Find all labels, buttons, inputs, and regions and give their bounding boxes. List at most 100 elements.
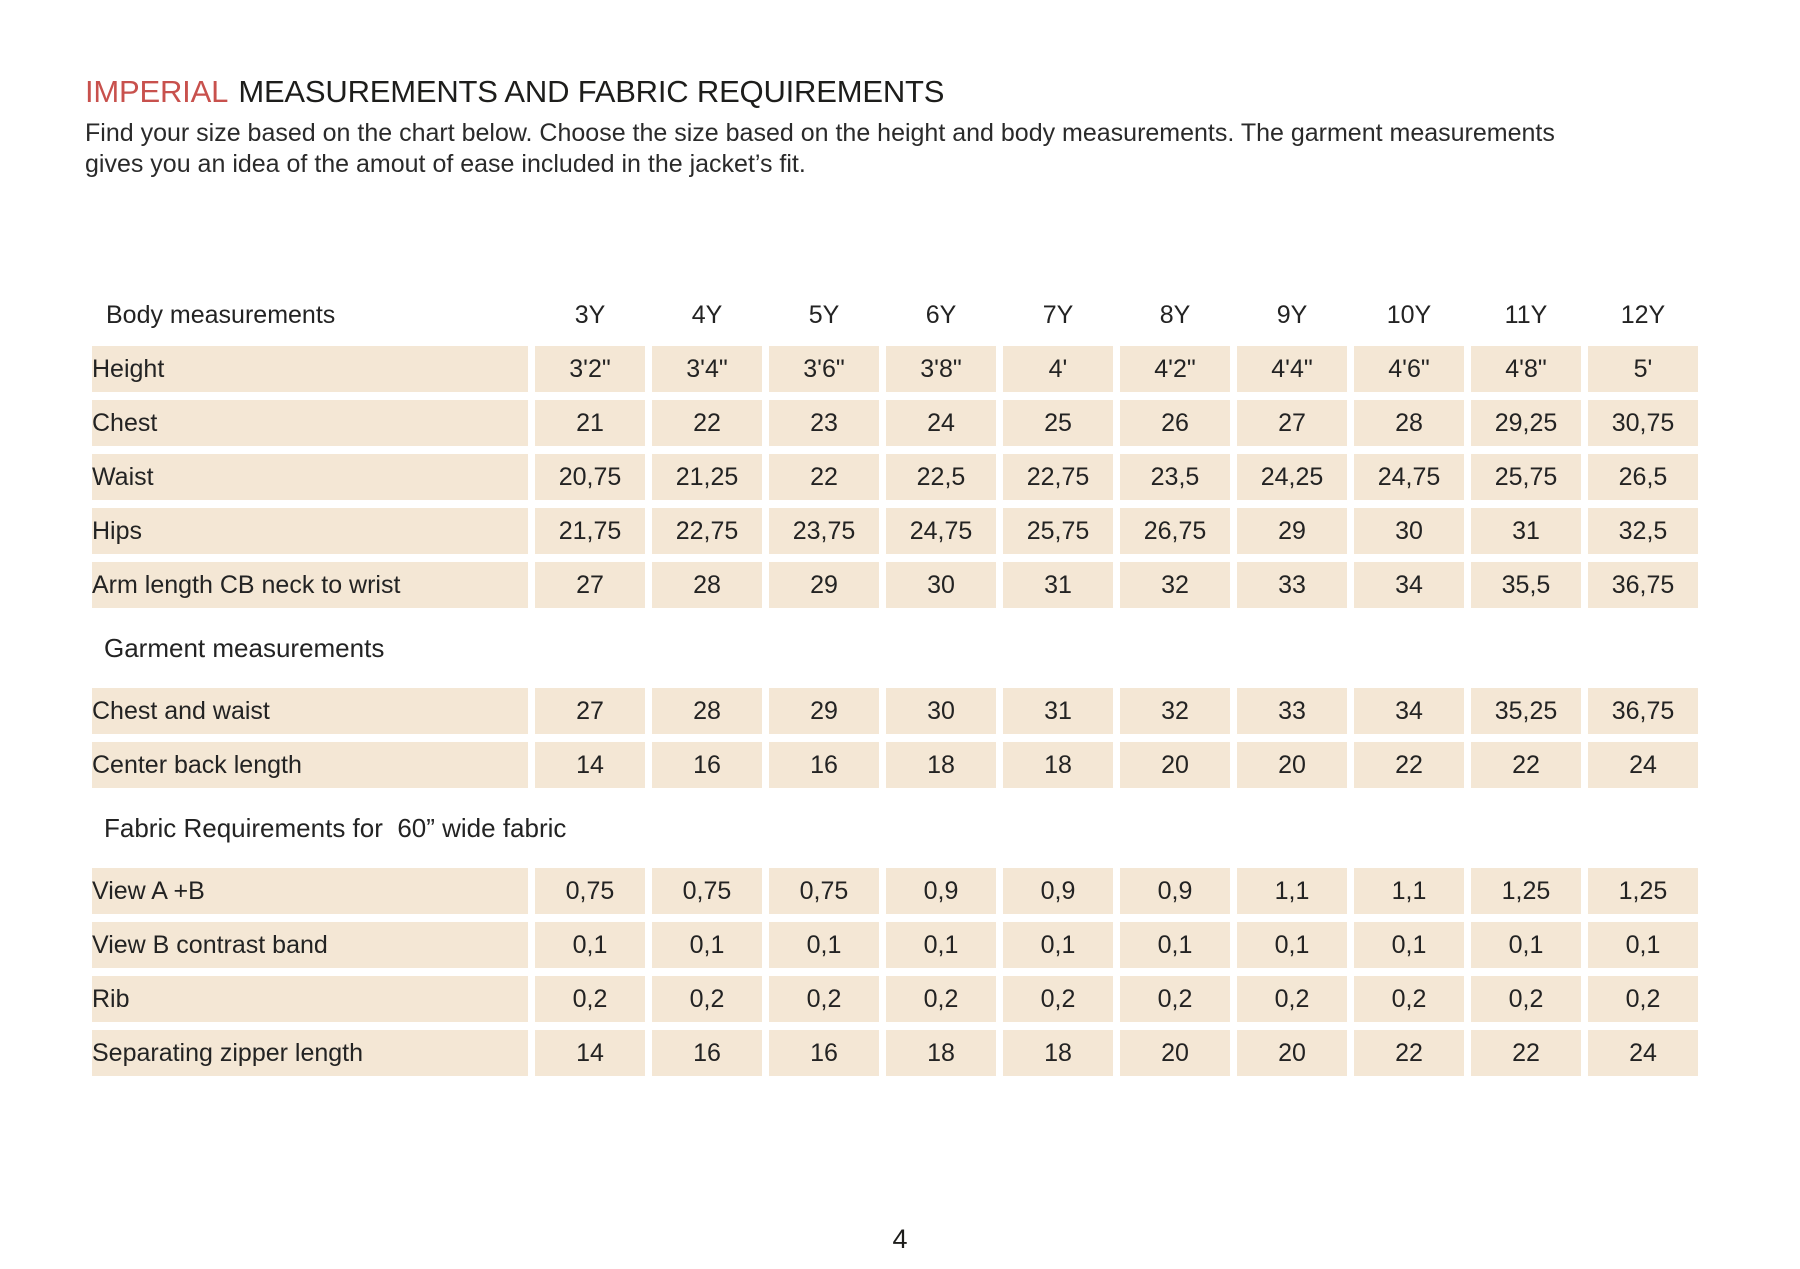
table-row: Center back length 14 16 16 18 18 20 20 22 22 24 bbox=[92, 742, 1698, 788]
cell-value: 3'8" bbox=[886, 346, 996, 392]
cell-value: 22,75 bbox=[652, 508, 762, 554]
cell-value: 32 bbox=[1120, 688, 1230, 734]
cell-value: 32 bbox=[1120, 562, 1230, 608]
section-header: Fabric Requirements for 60” wide fabric bbox=[104, 812, 567, 843]
cell-value: 4'6" bbox=[1354, 346, 1464, 392]
cell-value: 25,75 bbox=[1471, 454, 1581, 500]
column-header-3y: 3Y bbox=[574, 300, 606, 329]
cell-value: 22 bbox=[1354, 742, 1464, 788]
cell-value: 0,2 bbox=[1588, 976, 1698, 1022]
cell-value: 20 bbox=[1120, 1030, 1230, 1076]
cell-value: 3'2" bbox=[535, 346, 645, 392]
cell-value: 18 bbox=[1003, 742, 1113, 788]
cell-value: 29 bbox=[1237, 508, 1347, 554]
cell-value: 0,2 bbox=[652, 976, 762, 1022]
cell-value: 20,75 bbox=[535, 454, 645, 500]
cell-value: 21,25 bbox=[652, 454, 762, 500]
cell-value: 25,75 bbox=[1003, 508, 1113, 554]
cell-value: 36,75 bbox=[1588, 688, 1698, 734]
cell-value: 23 bbox=[769, 400, 879, 446]
cell-value: 35,25 bbox=[1471, 688, 1581, 734]
cell-value: 29,25 bbox=[1471, 400, 1581, 446]
cell-value: 21 bbox=[535, 400, 645, 446]
size-table: Body measurements 3Y 4Y 5Y 6Y 7Y 8Y 9Y 10Y 11Y 12Y… bbox=[85, 284, 1705, 1084]
cell-value: 18 bbox=[886, 1030, 996, 1076]
cell-value: 0,1 bbox=[652, 922, 762, 968]
section-header-row: Fabric Requirements for 60” wide fabric bbox=[92, 796, 1698, 860]
cell-value: 28 bbox=[652, 688, 762, 734]
cell-value: 23,75 bbox=[769, 508, 879, 554]
cell-value: 28 bbox=[652, 562, 762, 608]
cell-value: 0,1 bbox=[1003, 922, 1113, 968]
row-label: Rib bbox=[92, 976, 528, 1022]
cell-value: 20 bbox=[1237, 1030, 1347, 1076]
column-header-8y: 8Y bbox=[1159, 300, 1191, 329]
cell-value: 27 bbox=[535, 562, 645, 608]
cell-value: 0,75 bbox=[652, 868, 762, 914]
table-header-label: Body measurements bbox=[106, 300, 336, 329]
column-header-10y: 10Y bbox=[1386, 300, 1432, 329]
column-header-5y: 5Y bbox=[808, 300, 840, 329]
column-header-9y: 9Y bbox=[1276, 300, 1308, 329]
cell-value: 28 bbox=[1354, 400, 1464, 446]
cell-value: 30 bbox=[886, 562, 996, 608]
cell-value: 0,2 bbox=[769, 976, 879, 1022]
cell-value: 1,1 bbox=[1237, 868, 1347, 914]
table-row: View B contrast band 0,1 0,1 0,1 0,1 0,1 0,1 0,… bbox=[92, 922, 1698, 968]
table-row: Chest and waist 27 28 29 30 31 32 33 34 35,25 36,7… bbox=[92, 688, 1698, 734]
cell-value: 3'4" bbox=[652, 346, 762, 392]
row-label: Chest and waist bbox=[92, 688, 528, 734]
row-label: View B contrast band bbox=[92, 922, 528, 968]
cell-value: 24 bbox=[1588, 1030, 1698, 1076]
cell-value: 25 bbox=[1003, 400, 1113, 446]
cell-value: 36,75 bbox=[1588, 562, 1698, 608]
cell-value: 3'6" bbox=[769, 346, 879, 392]
cell-value: 1,25 bbox=[1588, 868, 1698, 914]
cell-value: 20 bbox=[1237, 742, 1347, 788]
cell-value: 5' bbox=[1588, 346, 1698, 392]
cell-value: 31 bbox=[1471, 508, 1581, 554]
cell-value: 33 bbox=[1237, 688, 1347, 734]
cell-value: 4'4" bbox=[1237, 346, 1347, 392]
cell-value: 29 bbox=[769, 562, 879, 608]
cell-value: 0,2 bbox=[886, 976, 996, 1022]
cell-value: 24,75 bbox=[1354, 454, 1464, 500]
size-table-body: Height 3'2" 3'4" 3'6" 3'8" 4' 4'2" 4'4" 4'6" 4'8"… bbox=[92, 346, 1698, 1076]
cell-value: 31 bbox=[1003, 562, 1113, 608]
cell-value: 16 bbox=[652, 742, 762, 788]
table-row: Rib 0,2 0,2 0,2 0,2 0,2 0,2 0,2 0,2 0,2 0,2 bbox=[92, 976, 1698, 1022]
table-row: Separating zipper length 14 16 16 18 18 20 20 22… bbox=[92, 1030, 1698, 1076]
cell-value: 22,75 bbox=[1003, 454, 1113, 500]
cell-value: 0,75 bbox=[535, 868, 645, 914]
column-header-4y: 4Y bbox=[691, 300, 723, 329]
table-row: Waist 20,75 21,25 22 22,5 22,75 23,5 24,25 24,75… bbox=[92, 454, 1698, 500]
cell-value: 0,2 bbox=[1120, 976, 1230, 1022]
cell-value: 0,1 bbox=[1471, 922, 1581, 968]
column-header-7y: 7Y bbox=[1042, 300, 1074, 329]
table-row: Hips 21,75 22,75 23,75 24,75 25,75 26,75 29 30 31… bbox=[92, 508, 1698, 554]
title-rest: MEASUREMENTS AND FABRIC REQUIREMENTS bbox=[238, 74, 945, 109]
cell-value: 30 bbox=[1354, 508, 1464, 554]
intro-text-line-2: gives you an idea of the amout of ease i… bbox=[85, 150, 806, 178]
cell-value: 0,9 bbox=[1003, 868, 1113, 914]
cell-value: 4'2" bbox=[1120, 346, 1230, 392]
intro-text-line-1: Find your size based on the chart below.… bbox=[85, 119, 1555, 147]
cell-value: 24,25 bbox=[1237, 454, 1347, 500]
cell-value: 14 bbox=[535, 742, 645, 788]
cell-value: 31 bbox=[1003, 688, 1113, 734]
table-row: Height 3'2" 3'4" 3'6" 3'8" 4' 4'2" 4'4" 4'6" 4'8"… bbox=[92, 346, 1698, 392]
row-label: View A +B bbox=[92, 868, 528, 914]
cell-value: 34 bbox=[1354, 688, 1464, 734]
cell-value: 0,2 bbox=[1003, 976, 1113, 1022]
cell-value: 22 bbox=[1471, 742, 1581, 788]
row-label: Chest bbox=[92, 400, 528, 446]
cell-value: 0,1 bbox=[1237, 922, 1347, 968]
cell-value: 1,25 bbox=[1471, 868, 1581, 914]
cell-value: 0,1 bbox=[535, 922, 645, 968]
cell-value: 4'8" bbox=[1471, 346, 1581, 392]
cell-value: 16 bbox=[769, 742, 879, 788]
cell-value: 0,9 bbox=[886, 868, 996, 914]
cell-value: 0,1 bbox=[1588, 922, 1698, 968]
cell-value: 0,1 bbox=[769, 922, 879, 968]
cell-value: 0,2 bbox=[1354, 976, 1464, 1022]
